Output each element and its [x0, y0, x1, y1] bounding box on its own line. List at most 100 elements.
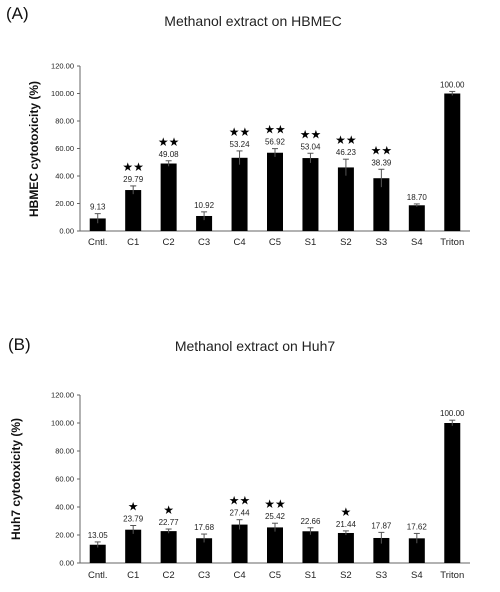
significance-stars: ★★: [158, 135, 180, 149]
bar: [302, 158, 319, 231]
data-label: 53.24: [230, 140, 251, 149]
bar: [337, 167, 354, 231]
x-tick-label: S1: [305, 570, 317, 581]
data-label: 13.05: [88, 531, 109, 540]
x-tick-label: S4: [411, 237, 423, 248]
y-tick-label: 20.00: [55, 531, 74, 540]
bar: [267, 527, 283, 563]
x-tick-label: C1: [127, 570, 139, 581]
data-label: 9.13: [90, 203, 106, 212]
significance-stars: ★★: [264, 497, 286, 511]
data-label: 29.79: [123, 175, 144, 184]
bar: [125, 529, 142, 563]
bar: [408, 205, 425, 231]
x-tick-label: S1: [305, 237, 317, 248]
data-label: 22.77: [159, 518, 180, 527]
data-label: 23.79: [123, 514, 144, 523]
chart-title-b: Methanol extract on Huh7: [175, 338, 336, 354]
bar: [444, 423, 461, 563]
y-tick-label: 100.00: [51, 89, 74, 98]
bar: [89, 544, 106, 563]
y-tick-label: 60.00: [55, 144, 74, 153]
significance-stars: ★: [128, 499, 139, 513]
chart-title-a: Methanol extract on HBMEC: [164, 13, 341, 29]
y-tick-label: 60.00: [55, 475, 74, 484]
panel-label-b: (B): [8, 335, 31, 354]
data-label: 17.87: [371, 521, 392, 530]
bar: [373, 537, 390, 563]
chart-panel-b: (B) Methanol extract on Huh7 Huh7 cytoto…: [8, 335, 470, 581]
x-tick-label: S4: [411, 570, 423, 581]
data-label: 21.44: [336, 520, 357, 529]
data-label: 38.39: [371, 158, 392, 167]
data-label: 53.04: [300, 142, 321, 151]
plot-area-a: 0.00 20.00 40.00 60.00 80.00 100.00 120.00 9.13…: [51, 62, 470, 248]
x-tick-label: Cntl.: [88, 237, 108, 248]
x-tick-label: S2: [340, 570, 352, 581]
significance-stars: ★★: [371, 143, 393, 157]
chart-panel-a: (A) Methanol extract on HBMEC HBMEC cyto…: [6, 4, 470, 248]
bar: [196, 215, 213, 231]
data-label: 25.42: [265, 512, 286, 521]
x-tick-label: C5: [269, 237, 281, 248]
x-tick-label: Triton: [440, 570, 464, 581]
x-tick-label: Triton: [440, 237, 464, 248]
y-tick-label: 40.00: [55, 503, 74, 512]
bar: [160, 531, 177, 563]
significance-stars: ★: [341, 505, 352, 519]
significance-stars: ★★: [335, 133, 357, 147]
y-tick-label: 0.00: [59, 559, 74, 568]
bar: [89, 218, 106, 231]
significance-stars: ★★: [229, 494, 251, 508]
x-tick-label: S3: [376, 570, 388, 581]
x-tick-label: C2: [163, 570, 175, 581]
y-axis-label-a: HBMEC cytotoxicity (%): [27, 81, 41, 217]
data-label: 46.23: [336, 148, 357, 157]
significance-stars: ★★: [122, 160, 144, 174]
y-tick-label: 0.00: [59, 227, 74, 236]
y-tick-label: 120.00: [51, 62, 74, 71]
bar: [231, 524, 248, 563]
bar: [160, 163, 177, 231]
data-label: 17.62: [407, 522, 428, 531]
y-tick-label: 100.00: [51, 419, 74, 428]
x-tick-label: S2: [340, 237, 352, 248]
bar: [196, 538, 213, 563]
y-axis-label-b: Huh7 cytotoxicity (%): [9, 418, 23, 540]
y-tick-label: 80.00: [55, 447, 74, 456]
bar: [444, 93, 461, 231]
y-tick-label: 120.00: [51, 391, 74, 400]
data-label: 100.00: [440, 80, 465, 89]
bar: [125, 190, 142, 231]
bar: [267, 152, 283, 231]
significance-stars: ★★: [300, 127, 322, 141]
data-label: 27.44: [230, 509, 251, 518]
bar: [231, 157, 248, 231]
x-tick-label: C4: [233, 237, 245, 248]
bar: [337, 532, 354, 563]
significance-stars: ★★: [264, 123, 286, 137]
data-label: 49.08: [159, 150, 180, 159]
x-tick-label: Cntl.: [88, 570, 108, 581]
x-tick-label: C4: [233, 570, 245, 581]
bar: [373, 178, 390, 231]
data-label: 22.66: [300, 517, 321, 526]
y-tick-label: 20.00: [55, 199, 74, 208]
significance-stars: ★★: [229, 125, 251, 139]
bar: [408, 538, 425, 563]
plot-area-b: 0.00 20.00 40.00 60.00 80.00 100.00 120.00 13.0…: [51, 391, 470, 581]
data-label: 56.92: [265, 138, 286, 147]
bar: [302, 531, 319, 563]
y-tick-label: 40.00: [55, 172, 74, 181]
panel-label-a: (A): [6, 4, 29, 23]
x-tick-label: C5: [269, 570, 281, 581]
significance-stars: ★: [163, 503, 174, 517]
data-label: 17.68: [194, 523, 215, 532]
x-tick-label: S3: [376, 237, 388, 248]
data-label: 100.00: [440, 409, 465, 418]
x-tick-label: C3: [198, 570, 210, 581]
data-label: 10.92: [194, 201, 215, 210]
data-label: 18.70: [407, 193, 428, 202]
x-tick-label: C3: [198, 237, 210, 248]
